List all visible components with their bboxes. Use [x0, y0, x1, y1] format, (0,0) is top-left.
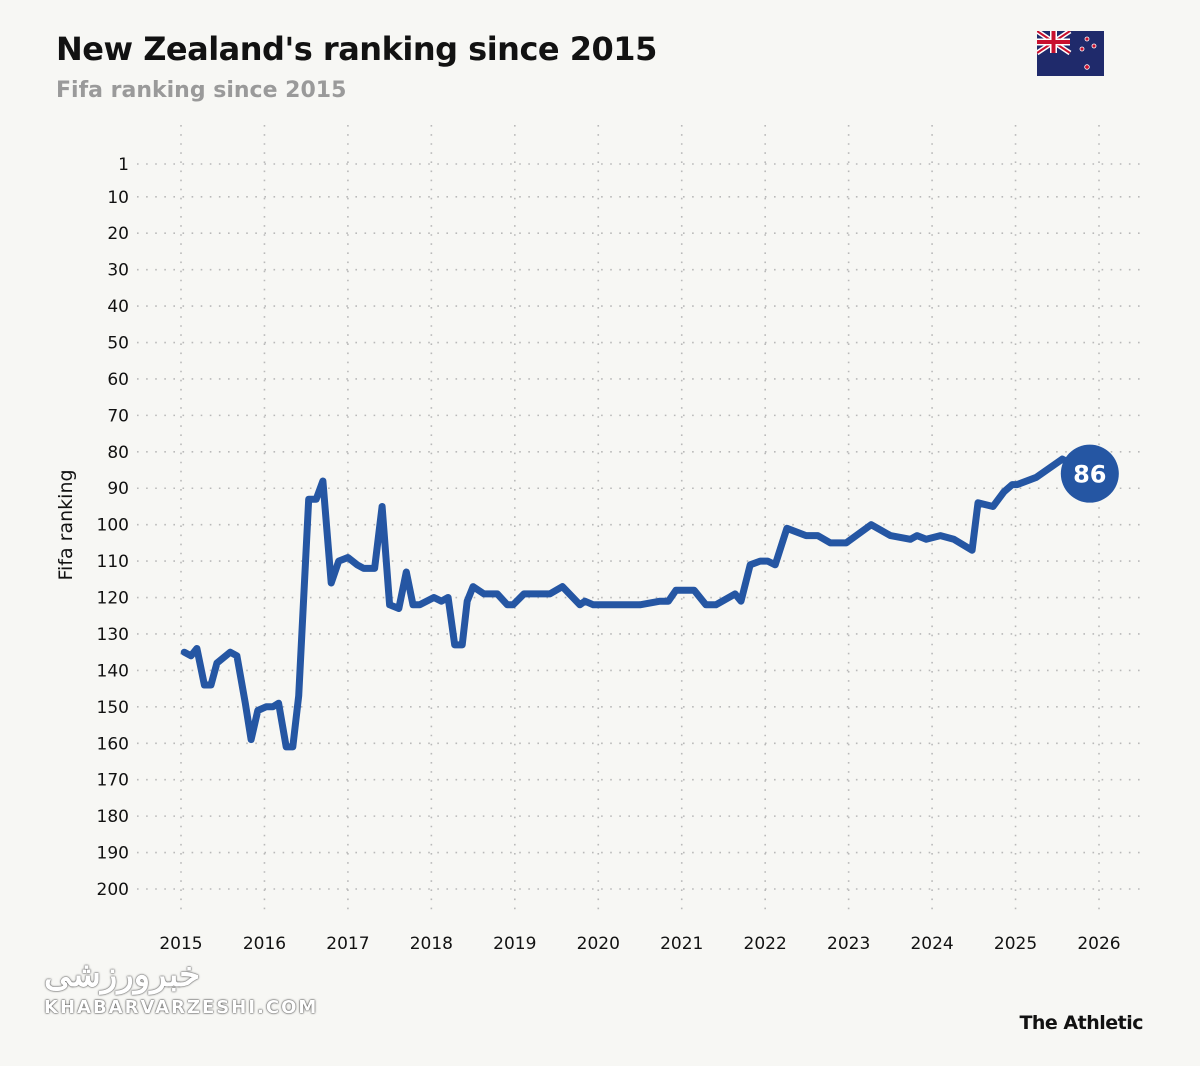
watermark-persian: خبرورزشی — [44, 955, 201, 995]
y-tick-label: 110 — [97, 552, 129, 572]
watermark-english: KHABARVARZESHI.COM — [44, 997, 319, 1018]
x-tick-label: 2024 — [910, 934, 953, 954]
x-tick-label: 2018 — [410, 934, 453, 954]
y-tick-label: 1 — [118, 155, 129, 175]
y-axis-label: Fifa ranking — [55, 469, 77, 580]
x-tick-label: 2021 — [660, 934, 703, 954]
y-tick-label: 120 — [97, 589, 129, 609]
y-tick-label: 70 — [107, 406, 129, 426]
y-tick-label: 170 — [97, 771, 129, 791]
x-tick-label: 2020 — [577, 934, 620, 954]
y-tick-label: 10 — [107, 188, 129, 208]
y-tick-label: 180 — [97, 807, 129, 827]
end-value-label: 86 — [1073, 461, 1106, 489]
x-tick-label: 2026 — [1077, 934, 1120, 954]
y-tick-label: 130 — [97, 625, 129, 645]
y-tick-label: 50 — [107, 334, 129, 354]
x-tick-label: 2017 — [326, 934, 369, 954]
x-tick-label: 2022 — [744, 934, 787, 954]
y-tick-label: 40 — [107, 297, 129, 317]
chart-title: New Zealand's ranking since 2015 — [56, 30, 657, 68]
x-tick-label: 2023 — [827, 934, 870, 954]
y-tick-label: 190 — [97, 844, 129, 864]
brand-logo: The Athletic — [1019, 1012, 1143, 1034]
y-tick-label: 90 — [107, 479, 129, 499]
end-value-marker — [1060, 444, 1119, 503]
watermark: خبرورزشی KHABARVARZESHI.COM — [44, 955, 318, 1018]
x-tick-label: 2019 — [493, 934, 536, 954]
y-tick-label: 30 — [107, 261, 129, 281]
chart-subtitle: Fifa ranking since 2015 — [56, 78, 347, 103]
y-tick-label: 60 — [107, 370, 129, 390]
y-tick-label: 200 — [97, 880, 129, 900]
new-zealand-flag-icon — [1037, 31, 1104, 76]
y-tick-label: 80 — [107, 443, 129, 463]
x-tick-label: 2025 — [994, 934, 1037, 954]
y-tick-label: 20 — [107, 224, 129, 244]
x-tick-label: 2016 — [243, 934, 286, 954]
y-tick-label: 160 — [97, 734, 129, 754]
y-tick-label: 100 — [97, 516, 129, 536]
ranking-line — [180, 455, 1094, 751]
y-tick-label: 140 — [97, 661, 129, 681]
x-tick-label: 2015 — [159, 934, 202, 954]
y-tick-label: 150 — [97, 698, 129, 718]
